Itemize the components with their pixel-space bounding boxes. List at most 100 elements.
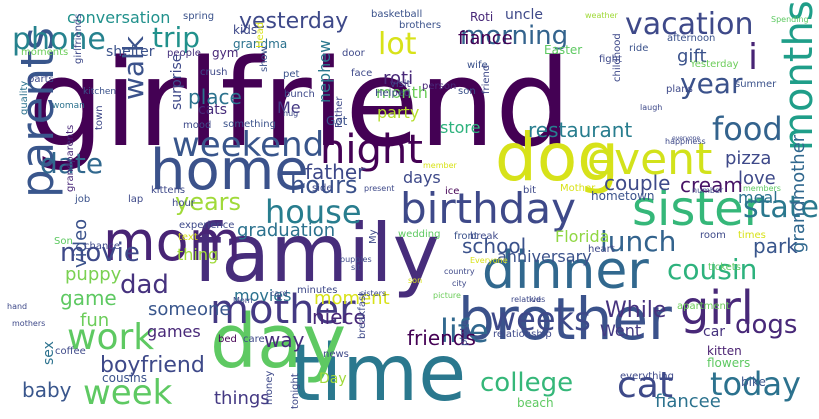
word: puppies (340, 255, 372, 264)
word: brother (458, 285, 672, 353)
word: Day (319, 371, 347, 387)
word: fiance (458, 28, 513, 49)
word: lap (128, 194, 144, 205)
word: bunch (284, 89, 315, 100)
word: grandma (233, 37, 288, 51)
word: quality (19, 80, 30, 115)
word: hug (283, 109, 299, 118)
word: Everyone (470, 256, 508, 265)
word: tonight (290, 373, 301, 409)
word: sisters (360, 289, 387, 298)
word: food (712, 110, 783, 148)
word: father (305, 160, 366, 184)
word: front (454, 231, 478, 242)
word: anniversary (497, 247, 592, 266)
word: experience (179, 220, 235, 231)
word: relatives (511, 295, 546, 304)
word: kittens (151, 185, 186, 196)
word: time (290, 329, 467, 419)
word: puppy (65, 264, 122, 285)
word: phone (12, 22, 106, 57)
word: son (408, 276, 423, 285)
word: times (738, 230, 766, 241)
word: card (270, 289, 288, 298)
word: roti (383, 68, 414, 89)
word: kid (529, 295, 541, 304)
word: store (440, 118, 481, 137)
word: ride (629, 43, 649, 54)
word: state (743, 190, 819, 225)
word: wedding (398, 229, 441, 240)
word: date (40, 147, 104, 180)
word: fiancee (655, 391, 721, 412)
word: gym (212, 46, 239, 60)
word: My (368, 229, 379, 244)
word: i (748, 37, 759, 78)
word: restaurant (528, 118, 633, 142)
word: days (403, 168, 441, 187)
word: mother (210, 287, 356, 333)
word: girlfriends (73, 13, 84, 64)
word: Son (54, 236, 73, 247)
word: games (147, 322, 201, 341)
word: hand (7, 302, 28, 311)
word: morning (460, 21, 569, 51)
word: wife (467, 60, 488, 71)
word: fun (80, 310, 110, 331)
word: spring (183, 11, 215, 22)
word: Father (334, 96, 345, 128)
word: sit (351, 263, 361, 272)
word: care (243, 334, 265, 345)
word: home (150, 138, 309, 203)
word: car (703, 324, 726, 340)
word: chance (84, 241, 120, 252)
word: day (210, 299, 347, 385)
word: Got (326, 114, 348, 128)
word: person (422, 81, 457, 92)
word: friend (481, 64, 492, 94)
word: grandparents (65, 124, 76, 192)
word: kids (233, 23, 258, 37)
word: people (167, 48, 201, 59)
word: birthday (400, 184, 576, 233)
word: break (470, 231, 499, 242)
word: graduation (237, 220, 336, 241)
word: dogs (735, 310, 798, 340)
word: flowers (707, 356, 751, 370)
word: job (75, 194, 91, 205)
word: mothers (12, 319, 46, 328)
word: couple (604, 171, 671, 195)
word: month (376, 83, 428, 102)
word: room (700, 230, 726, 241)
word: baby (22, 378, 72, 402)
word: money (264, 370, 275, 405)
word: plans (666, 84, 693, 95)
word: Helped (375, 88, 411, 99)
word: weekend (172, 125, 325, 165)
word: shelter (106, 44, 155, 60)
word: vacation (625, 7, 754, 42)
word: gift (677, 46, 707, 67)
word: dad (120, 270, 169, 300)
word: family (193, 207, 440, 300)
word: relationship (493, 329, 552, 340)
word: house (265, 193, 362, 231)
word: moment (314, 288, 390, 309)
word: game (60, 286, 117, 310)
word: brothers (399, 20, 442, 31)
word: breakfast (357, 291, 368, 339)
word: laugh (640, 103, 663, 112)
word: friends (407, 326, 476, 350)
word: girlfriend (28, 35, 572, 174)
word: movie (60, 238, 140, 268)
word: dinner (482, 241, 649, 301)
word: sister (632, 181, 764, 237)
word: kitten (707, 344, 742, 358)
word: minutes (297, 285, 338, 296)
word: someone (148, 299, 231, 320)
word: love (738, 168, 776, 189)
word: afternoon (667, 33, 716, 44)
word: grandmother (788, 134, 809, 253)
word: Mother (560, 183, 596, 194)
